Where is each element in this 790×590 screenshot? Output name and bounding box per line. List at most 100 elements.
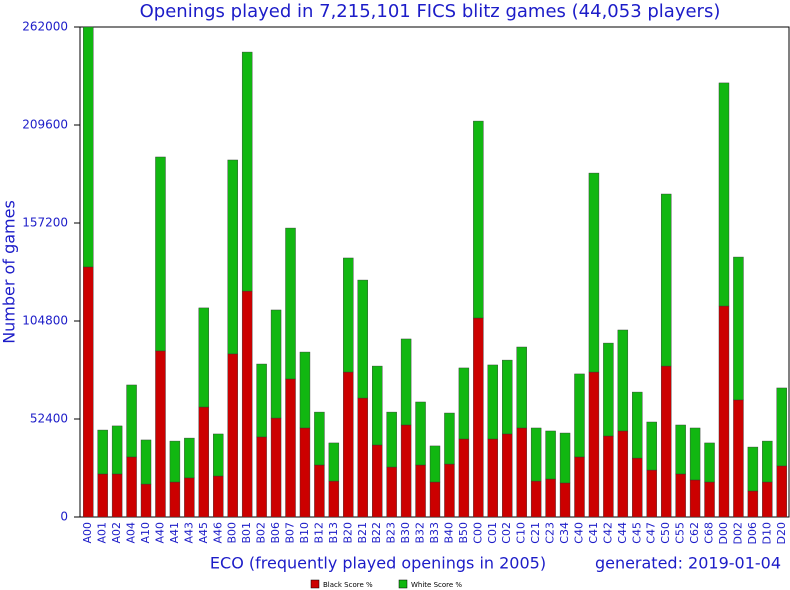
- bar-segment: [314, 464, 325, 518]
- x-tick-label: B01: [240, 522, 253, 544]
- x-tick-label: B12: [312, 522, 325, 544]
- x-tick-label: D00: [717, 522, 730, 544]
- x-tick-label: D06: [746, 522, 759, 544]
- bar-segment: [126, 384, 137, 458]
- bar-segment: [762, 481, 773, 518]
- bar-segment: [415, 464, 426, 518]
- x-tick-label: B00: [226, 522, 239, 544]
- x-tick-label: B06: [269, 522, 282, 544]
- y-tick-label: 157200: [22, 216, 68, 230]
- bar-segment: [516, 427, 527, 518]
- x-tick-label: A02: [110, 522, 123, 544]
- bar-segment: [689, 479, 701, 518]
- bar-segment: [140, 439, 152, 485]
- bar-segment: [718, 82, 730, 307]
- x-tick-label: C55: [674, 522, 687, 544]
- bar-segment: [733, 256, 744, 401]
- bar-segment: [747, 490, 759, 518]
- x-tick-label: C62: [688, 522, 701, 544]
- bar-segment: [400, 424, 412, 518]
- bar-segment: [502, 359, 513, 435]
- bar-segment: [400, 338, 412, 426]
- bar-segment: [256, 363, 267, 438]
- bar-segment: [213, 433, 224, 477]
- x-tick-label: A45: [197, 522, 210, 544]
- x-tick-label: B50: [457, 522, 470, 544]
- bar-segment: [270, 309, 282, 419]
- y-tick-label: 0: [60, 510, 68, 524]
- x-tick-label: C50: [659, 522, 672, 544]
- legend-swatch: [310, 579, 320, 589]
- legend-swatch: [398, 579, 408, 589]
- y-tick-label: 52400: [30, 412, 68, 426]
- y-tick-label: 104800: [22, 314, 68, 328]
- x-tick-label: B07: [284, 522, 297, 544]
- bar-segment: [97, 429, 108, 475]
- bar-segment: [617, 430, 629, 518]
- x-tick-label: A10: [139, 522, 152, 544]
- bar-segment: [588, 371, 600, 518]
- bar-segment: [343, 257, 354, 373]
- x-tick-label: C23: [544, 522, 557, 544]
- bar-segment: [776, 387, 787, 467]
- bar-segment: [603, 435, 614, 518]
- bar-segment: [357, 397, 368, 518]
- bar-segment: [617, 329, 629, 432]
- bar-segment: [675, 473, 686, 518]
- x-tick-label: C21: [529, 522, 542, 544]
- bar-segment: [386, 466, 397, 518]
- bar-segment: [718, 305, 730, 518]
- bar-segment: [545, 430, 556, 480]
- x-tick-label: C01: [486, 522, 499, 544]
- y-tick-label: 262000: [22, 20, 68, 34]
- x-tick-label: D02: [731, 522, 744, 544]
- annotation: generated: 2019-01-04: [595, 554, 781, 573]
- bar-segment: [502, 433, 513, 518]
- bar-segment: [184, 477, 195, 518]
- bar-segment: [285, 378, 296, 518]
- x-tick-label: B02: [255, 522, 268, 544]
- x-tick-label: D20: [775, 522, 788, 544]
- bar-segment: [675, 424, 686, 475]
- x-tick-label: C68: [703, 522, 716, 544]
- bar-segment: [270, 417, 282, 518]
- x-tick-label: C44: [616, 522, 629, 544]
- bar-segment: [155, 350, 166, 518]
- bar-segment: [429, 481, 441, 518]
- bar-segment: [603, 342, 614, 437]
- bar-segment: [299, 427, 311, 518]
- bar-segment: [198, 406, 210, 518]
- x-tick-label: B10: [298, 522, 311, 544]
- bar-segment: [386, 411, 397, 468]
- bar-segment: [285, 227, 296, 380]
- bar-segment: [516, 346, 527, 429]
- x-tick-label: B33: [428, 522, 441, 544]
- bar-segment: [689, 427, 701, 481]
- bar-segment: [343, 371, 354, 518]
- bar-segment: [704, 442, 715, 483]
- y-axis-label: Number of games: [0, 200, 19, 344]
- x-tick-label: B40: [442, 522, 455, 544]
- y-tick-label: 209600: [22, 118, 68, 132]
- bar-segment: [559, 432, 571, 484]
- bar-segment: [776, 465, 787, 518]
- x-tick-label: C45: [630, 522, 643, 544]
- bar-segment: [733, 399, 744, 518]
- bar-segment: [660, 193, 672, 367]
- bar-segment: [747, 446, 759, 492]
- x-tick-label: A46: [211, 522, 224, 544]
- x-tick-label: A40: [153, 522, 166, 544]
- bar-segment: [83, 266, 94, 518]
- bar-segment: [140, 483, 152, 518]
- legend-label: White Score %: [411, 581, 462, 589]
- x-tick-label: B13: [327, 522, 340, 544]
- bar-segment: [372, 365, 383, 446]
- bar-segment: [473, 120, 484, 319]
- x-tick-label: A01: [96, 522, 109, 544]
- bar-segment: [241, 290, 253, 518]
- bar-segment: [111, 473, 123, 518]
- bar-segment: [545, 478, 556, 518]
- bar-segment: [97, 473, 108, 518]
- bar-segment: [574, 456, 585, 518]
